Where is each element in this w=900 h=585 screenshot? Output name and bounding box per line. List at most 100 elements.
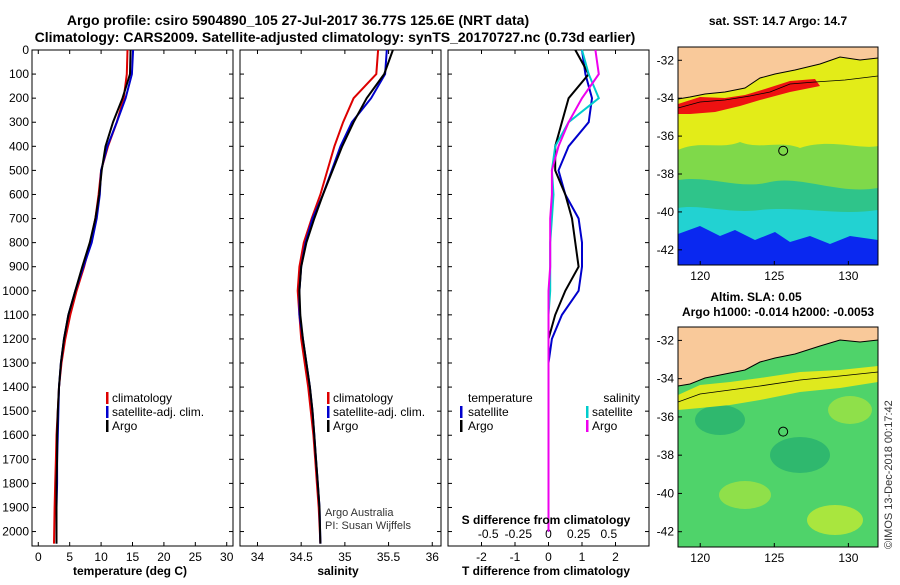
- depth-tick-label: 1500: [2, 404, 29, 418]
- sst-map-ticks: 120 125 130 -32 -34 -36 -38 -40 -42: [657, 53, 859, 283]
- legend-label-sal-argo: Argo: [592, 419, 618, 433]
- sst-coastline: [678, 56, 878, 100]
- depth-tick-label: 400: [9, 139, 29, 153]
- lat-tick-label: -32: [657, 53, 675, 67]
- sla-map-panel: Altim. SLA: 0.05 Argo h1000: -0.014 h200…: [657, 290, 879, 565]
- depth-tick-label: 1600: [2, 428, 29, 442]
- sla-blob: [695, 405, 745, 435]
- depth-tick-label: 1400: [2, 380, 29, 394]
- legend-swatch-argo: [106, 420, 109, 432]
- series-line-argo: [298, 49, 394, 544]
- legend-label-satellite: satellite-adj. clim.: [333, 405, 425, 419]
- depth-tick-label: 1100: [3, 308, 29, 322]
- sst-map-panel: sat. SST: 14.7 Argo: 14.7 120 125 130 -32 -3…: [657, 14, 879, 283]
- legend-label-satellite: satellite-adj. clim.: [112, 405, 204, 419]
- depth-tick-label: 500: [9, 163, 29, 177]
- salinity-series: [296, 49, 394, 544]
- lon-tick-label: 125: [764, 551, 784, 565]
- temperature-series: [53, 49, 135, 544]
- legend-swatch-temp-argo: [460, 420, 463, 432]
- lon-tick-label: 130: [838, 269, 858, 283]
- legend-swatch-temp-satellite: [460, 406, 463, 418]
- depth-tick-label: 800: [9, 236, 29, 250]
- difference-legend: temperature satellite Argo salinity sate…: [460, 391, 640, 433]
- legend-label-climatology: climatology: [333, 391, 393, 405]
- legend-header-temperature: temperature: [468, 391, 533, 405]
- x-tick-label: 30: [220, 550, 234, 564]
- depth-tick-label: 1900: [2, 500, 29, 514]
- lat-tick-label: -34: [657, 91, 675, 105]
- depth-tick-label: 200: [9, 91, 29, 105]
- x-tick-label: 0: [35, 550, 42, 564]
- x2-tick-label: 0: [545, 527, 552, 541]
- legend-swatch-climatology: [327, 392, 330, 404]
- legend-label-temp-argo: Argo: [468, 419, 494, 433]
- lat-tick-label: -42: [657, 243, 675, 257]
- sla-coastline: [678, 339, 878, 387]
- x-tick-label: 34.5: [289, 550, 313, 564]
- x-tick-label: 20: [157, 550, 171, 564]
- series-line-salinity-argo: [547, 49, 600, 532]
- x-tick-label: 25: [189, 550, 203, 564]
- x2-tick-label: 0.25: [567, 527, 591, 541]
- sst-map-frame: [677, 46, 879, 266]
- depth-tick-label: 1800: [2, 476, 29, 490]
- depth-tick-label: 0: [22, 43, 29, 57]
- legend-label-climatology: climatology: [112, 391, 172, 405]
- x-tick-label: 0: [545, 550, 552, 564]
- lon-tick-label: 120: [690, 551, 710, 565]
- temperature-plot-frame: [31, 49, 234, 547]
- sla-map-ticks: 120 125 130 -32 -34 -36 -38 -40 -42: [657, 333, 859, 565]
- depth-tick-label: 1700: [2, 452, 29, 466]
- salinity-legend: climatology satellite-adj. clim. Argo: [327, 391, 425, 433]
- salinity-axis-label: salinity: [317, 564, 359, 578]
- sla-blob: [828, 396, 872, 424]
- difference-panel: -2 -1 0 1 2 -0.5 -0.25 0 0.25 0.5 T difference fr…: [447, 49, 650, 578]
- lon-tick-label: 130: [838, 551, 858, 565]
- difference-series: [547, 49, 601, 532]
- x-tick-label: -2: [476, 550, 487, 564]
- depth-tick-label: 1000: [2, 284, 29, 298]
- t-difference-axis-label: T difference from climatology: [462, 564, 630, 578]
- depth-tick-label: 2000: [2, 525, 29, 539]
- depth-tick-label: 1300: [2, 356, 29, 370]
- x2-tick-label: -0.5: [478, 527, 499, 541]
- lat-tick-label: -40: [657, 486, 675, 500]
- legend-label-temp-satellite: satellite: [468, 405, 509, 419]
- salinity-axis-ticks: 34 34.5 35 35.5 36: [240, 49, 441, 564]
- sla-blob: [770, 437, 830, 473]
- temperature-panel: 0100200300400500600700800900100011001200…: [2, 43, 233, 578]
- sst-map-title: sat. SST: 14.7 Argo: 14.7: [709, 14, 848, 28]
- lat-tick-label: -36: [657, 129, 675, 143]
- sla-map-title: Altim. SLA: 0.05: [710, 290, 802, 304]
- legend-label-argo: Argo: [333, 419, 359, 433]
- legend-swatch-argo: [327, 420, 330, 432]
- lat-tick-label: -38: [657, 448, 675, 462]
- x-tick-label: 2: [612, 550, 619, 564]
- legend-swatch-sal-argo: [586, 420, 589, 432]
- difference-axis-ticks: -2 -1 0 1 2 -0.5 -0.25 0 0.25 0.5: [448, 49, 649, 564]
- x-tick-label: 5: [66, 550, 73, 564]
- figure-title-line2: Climatology: CARS2009. Satellite-adjuste…: [35, 29, 636, 45]
- sla-profile-location-marker: [778, 426, 789, 437]
- legend-label-sal-satellite: satellite: [592, 405, 633, 419]
- x2-tick-label: 0.5: [600, 527, 617, 541]
- sla-map-frame: [677, 326, 879, 548]
- s-difference-axis-label: S difference from climatology: [462, 513, 631, 527]
- sst-blue-patch: [678, 226, 878, 265]
- sla-shelf-contour: [678, 371, 878, 403]
- credit-argo-australia: Argo Australia: [325, 507, 394, 519]
- temperature-legend: climatology satellite-adj. clim. Argo: [106, 391, 204, 433]
- lon-tick-label: 125: [764, 269, 784, 283]
- lat-tick-label: -36: [657, 410, 675, 424]
- x-tick-label: 35.5: [377, 550, 401, 564]
- sst-profile-location-marker: [778, 145, 789, 156]
- sla-blob: [807, 505, 863, 535]
- x-tick-label: 36: [426, 550, 440, 564]
- x-tick-label: 15: [126, 550, 140, 564]
- lat-tick-label: -42: [657, 525, 675, 539]
- depth-axis-ticks: 0100200300400500600700800900100011001200…: [2, 43, 233, 564]
- x-tick-label: 10: [94, 550, 108, 564]
- sla-map-subtitle: Argo h1000: -0.014 h2000: -0.0053: [682, 305, 874, 319]
